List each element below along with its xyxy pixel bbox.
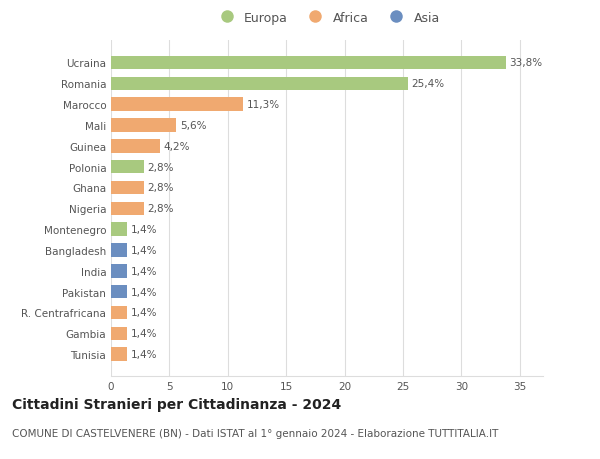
Text: 1,4%: 1,4%	[131, 224, 157, 235]
Text: 2,8%: 2,8%	[147, 162, 173, 172]
Text: 1,4%: 1,4%	[131, 246, 157, 255]
Bar	[111, 77, 407, 91]
Text: COMUNE DI CASTELVENERE (BN) - Dati ISTAT al 1° gennaio 2024 - Elaborazione TUTTI: COMUNE DI CASTELVENERE (BN) - Dati ISTAT…	[12, 428, 499, 438]
Bar	[111, 223, 127, 236]
Text: 25,4%: 25,4%	[411, 79, 444, 89]
Bar	[111, 161, 143, 174]
Text: 5,6%: 5,6%	[180, 121, 206, 131]
Text: 1,4%: 1,4%	[131, 349, 157, 359]
Bar	[111, 306, 127, 319]
Text: 1,4%: 1,4%	[131, 266, 157, 276]
Text: 2,8%: 2,8%	[147, 204, 173, 214]
Text: Cittadini Stranieri per Cittadinanza - 2024: Cittadini Stranieri per Cittadinanza - 2…	[12, 397, 341, 411]
Text: 1,4%: 1,4%	[131, 287, 157, 297]
Bar	[111, 244, 127, 257]
Text: 4,2%: 4,2%	[164, 141, 190, 151]
Bar	[111, 181, 143, 195]
Bar	[111, 347, 127, 361]
Bar	[111, 119, 176, 133]
Bar	[111, 56, 506, 70]
Text: 1,4%: 1,4%	[131, 308, 157, 318]
Text: 1,4%: 1,4%	[131, 329, 157, 339]
Bar	[111, 98, 243, 112]
Bar	[111, 202, 143, 216]
Bar	[111, 264, 127, 278]
Bar	[111, 285, 127, 299]
Text: 33,8%: 33,8%	[509, 58, 542, 68]
Text: 2,8%: 2,8%	[147, 183, 173, 193]
Bar	[111, 327, 127, 341]
Legend: Europa, Africa, Asia: Europa, Africa, Asia	[210, 8, 444, 28]
Text: 11,3%: 11,3%	[247, 100, 280, 110]
Bar	[111, 140, 160, 153]
